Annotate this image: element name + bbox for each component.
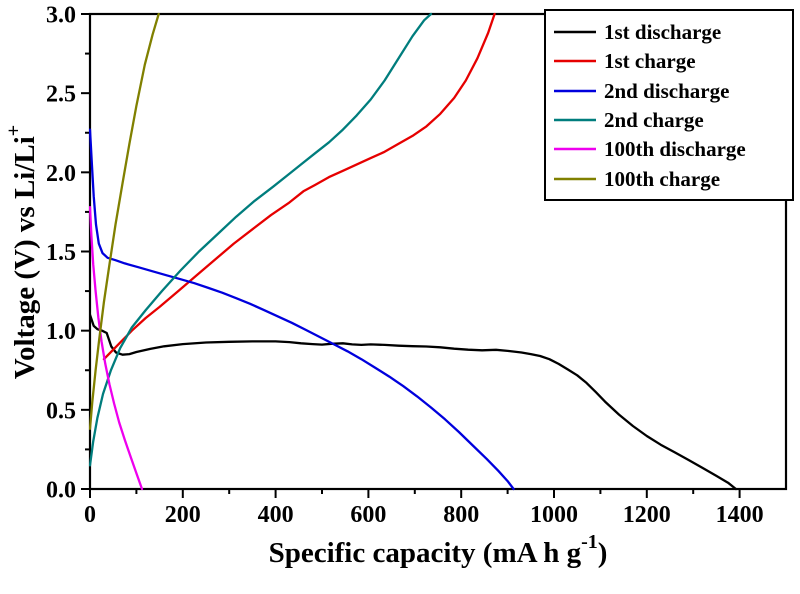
x-tick-label: 1000 (530, 502, 578, 528)
x-tick-label: 1200 (623, 502, 671, 528)
legend-item: 100th charge (554, 167, 720, 191)
y-tick-label: 1.5 (46, 240, 76, 266)
x-tick-label: 800 (443, 502, 479, 528)
series-line-100th-charge (89, 12, 160, 430)
series-line-100th-discharge (89, 206, 144, 491)
series-line-2nd-discharge (89, 128, 515, 491)
legend: 1st discharge 1st charge 2nd discharge 2… (544, 9, 794, 201)
legend-item: 1st charge (554, 49, 696, 73)
y-tick-label: 2.0 (46, 161, 76, 187)
legend-label: 1st discharge (604, 20, 721, 44)
legend-label: 2nd discharge (604, 79, 729, 103)
legend-item: 2nd charge (554, 108, 704, 132)
x-tick-label: 200 (165, 502, 201, 528)
series-line-1st-discharge (89, 313, 738, 491)
legend-label: 100th charge (604, 167, 720, 191)
series-line-2nd-charge (89, 12, 433, 467)
y-tick-label: 1.0 (46, 319, 76, 345)
legend-item: 2nd discharge (554, 79, 729, 103)
x-tick-label: 400 (258, 502, 294, 528)
x-tick-label: 600 (350, 502, 386, 528)
y-tick-label: 0.0 (46, 478, 76, 504)
plot-area: 0 200 400 600 800 1000 1200 1400 0.0 0.5 1.0 1.5 2.0… (46, 3, 788, 528)
legend-item: 100th discharge (554, 137, 746, 161)
y-tick-label: 0.5 (46, 398, 76, 424)
series-line-1st-charge (102, 12, 496, 361)
legend-label: 1st charge (604, 49, 696, 73)
x-axis-label: Specific capacity (mA h g-1) (269, 531, 608, 569)
y-tick-label: 3.0 (46, 3, 76, 29)
legend-label: 100th discharge (604, 137, 746, 161)
legend-label: 2nd charge (604, 108, 704, 132)
legend-item: 1st discharge (554, 20, 721, 44)
legend-box (544, 9, 794, 201)
x-tick-label: 1400 (716, 502, 764, 528)
y-tick-label: 2.5 (46, 82, 76, 108)
x-tick-label: 0 (84, 502, 96, 528)
y-axis-label: Voltage (V) vs Li/Li+ (3, 125, 41, 379)
